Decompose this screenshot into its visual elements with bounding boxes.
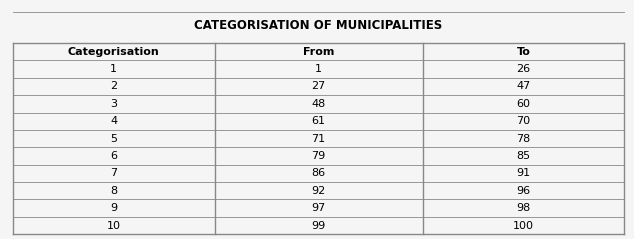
Text: 7: 7 — [110, 168, 117, 178]
Text: To: To — [517, 47, 531, 57]
Text: 5: 5 — [110, 134, 117, 144]
Text: 2: 2 — [110, 81, 117, 92]
Text: 71: 71 — [311, 134, 326, 144]
Text: From: From — [303, 47, 334, 57]
Text: 92: 92 — [311, 186, 326, 196]
Text: 98: 98 — [517, 203, 531, 213]
Text: 70: 70 — [517, 116, 531, 126]
Text: 1: 1 — [110, 64, 117, 74]
Text: 9: 9 — [110, 203, 117, 213]
Text: 10: 10 — [107, 221, 120, 231]
Text: 91: 91 — [517, 168, 531, 178]
Text: CATEGORISATION OF MUNICIPALITIES: CATEGORISATION OF MUNICIPALITIES — [195, 19, 443, 32]
Text: 8: 8 — [110, 186, 117, 196]
Text: 86: 86 — [311, 168, 326, 178]
Text: 6: 6 — [110, 151, 117, 161]
Text: 3: 3 — [110, 99, 117, 109]
Text: 61: 61 — [311, 116, 326, 126]
Text: 48: 48 — [311, 99, 326, 109]
Text: 1: 1 — [315, 64, 322, 74]
Text: 26: 26 — [517, 64, 531, 74]
Text: 60: 60 — [517, 99, 531, 109]
Text: Categorisation: Categorisation — [68, 47, 160, 57]
Text: 99: 99 — [311, 221, 326, 231]
Text: 100: 100 — [513, 221, 534, 231]
Text: 96: 96 — [517, 186, 531, 196]
Text: 4: 4 — [110, 116, 117, 126]
Text: 79: 79 — [311, 151, 326, 161]
Text: 85: 85 — [517, 151, 531, 161]
Text: 27: 27 — [311, 81, 326, 92]
Text: 47: 47 — [517, 81, 531, 92]
Text: 78: 78 — [517, 134, 531, 144]
Text: 97: 97 — [311, 203, 326, 213]
